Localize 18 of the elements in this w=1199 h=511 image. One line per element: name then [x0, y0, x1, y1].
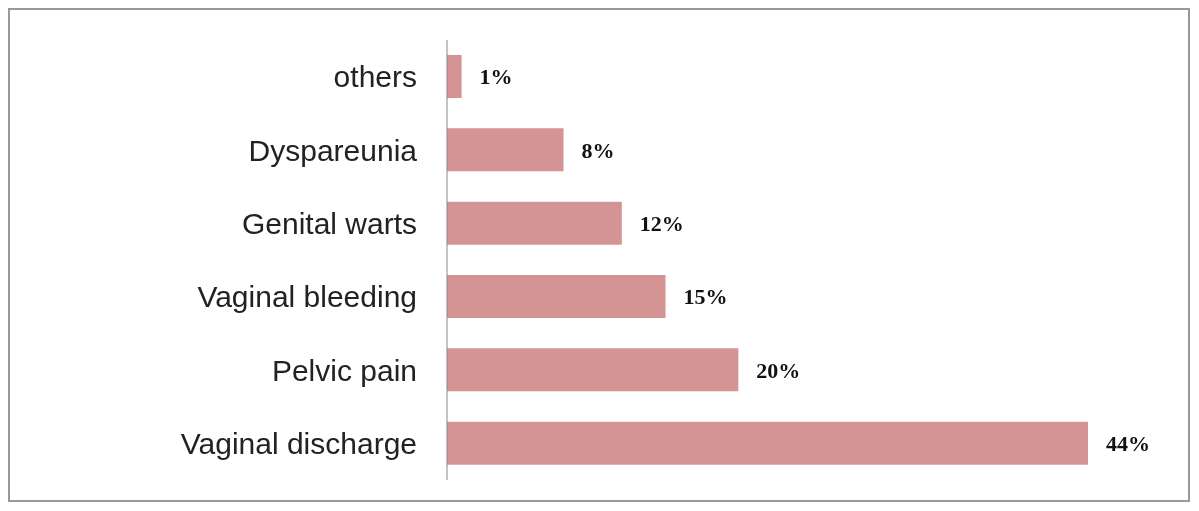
data-label: 1%	[479, 64, 513, 90]
bar	[447, 55, 462, 98]
y-tick-label: Genital warts	[241, 206, 417, 240]
data-label: 20%	[756, 357, 801, 383]
data-label: 8%	[581, 137, 615, 163]
bar	[447, 348, 739, 392]
data-label: 12%	[639, 210, 684, 236]
bar	[447, 421, 1088, 465]
y-tick-label: Dyspareunia	[248, 133, 418, 167]
y-tick-label: Vaginal discharge	[180, 426, 417, 460]
data-label: 15%	[683, 284, 728, 310]
bar	[447, 275, 666, 318]
bar	[447, 128, 564, 172]
bar	[447, 201, 622, 245]
data-label: 44%	[1106, 430, 1150, 456]
y-tick-label: Vaginal bleeding	[197, 280, 417, 314]
y-tick-label: Pelvic pain	[271, 353, 417, 387]
y-tick-label: others	[333, 60, 417, 94]
